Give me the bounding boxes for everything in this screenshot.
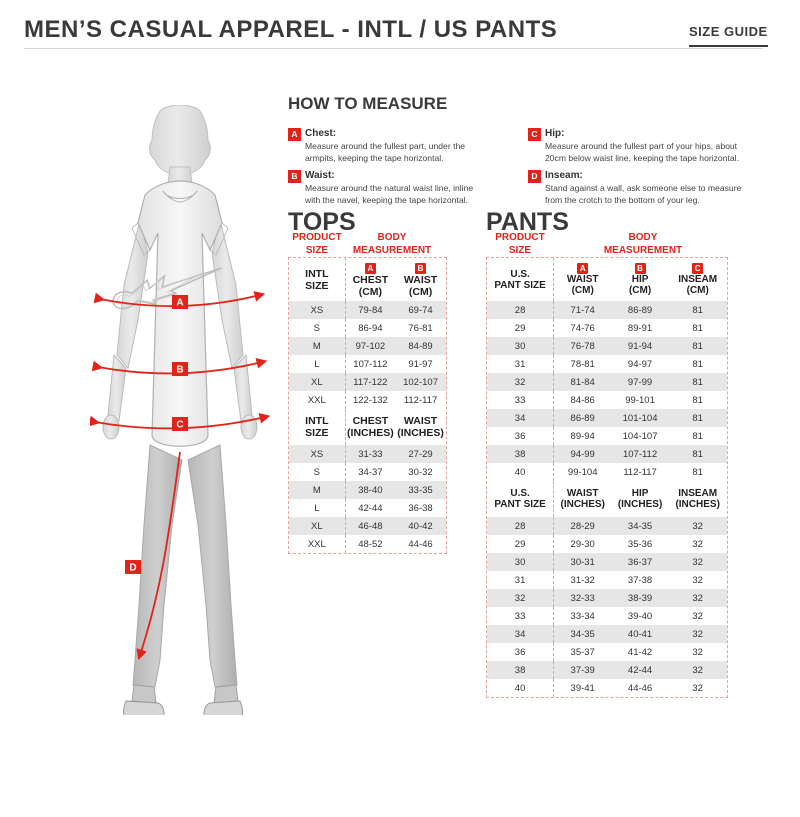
svg-text:A: A bbox=[176, 298, 183, 309]
svg-text:B: B bbox=[176, 365, 183, 376]
svg-text:D: D bbox=[129, 563, 136, 574]
svg-text:C: C bbox=[176, 420, 183, 431]
